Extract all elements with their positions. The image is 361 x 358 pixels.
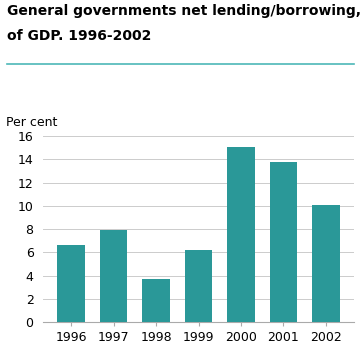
Bar	[100, 230, 127, 322]
Bar	[227, 146, 255, 322]
Bar	[57, 246, 85, 322]
Text: General governments net lending/borrowing, per cent: General governments net lending/borrowin…	[7, 4, 361, 18]
Bar	[270, 161, 297, 322]
Bar	[312, 205, 340, 322]
Text: of GDP. 1996-2002: of GDP. 1996-2002	[7, 29, 152, 43]
Bar	[185, 250, 212, 322]
Text: Per cent: Per cent	[6, 116, 57, 129]
Bar	[142, 279, 170, 322]
